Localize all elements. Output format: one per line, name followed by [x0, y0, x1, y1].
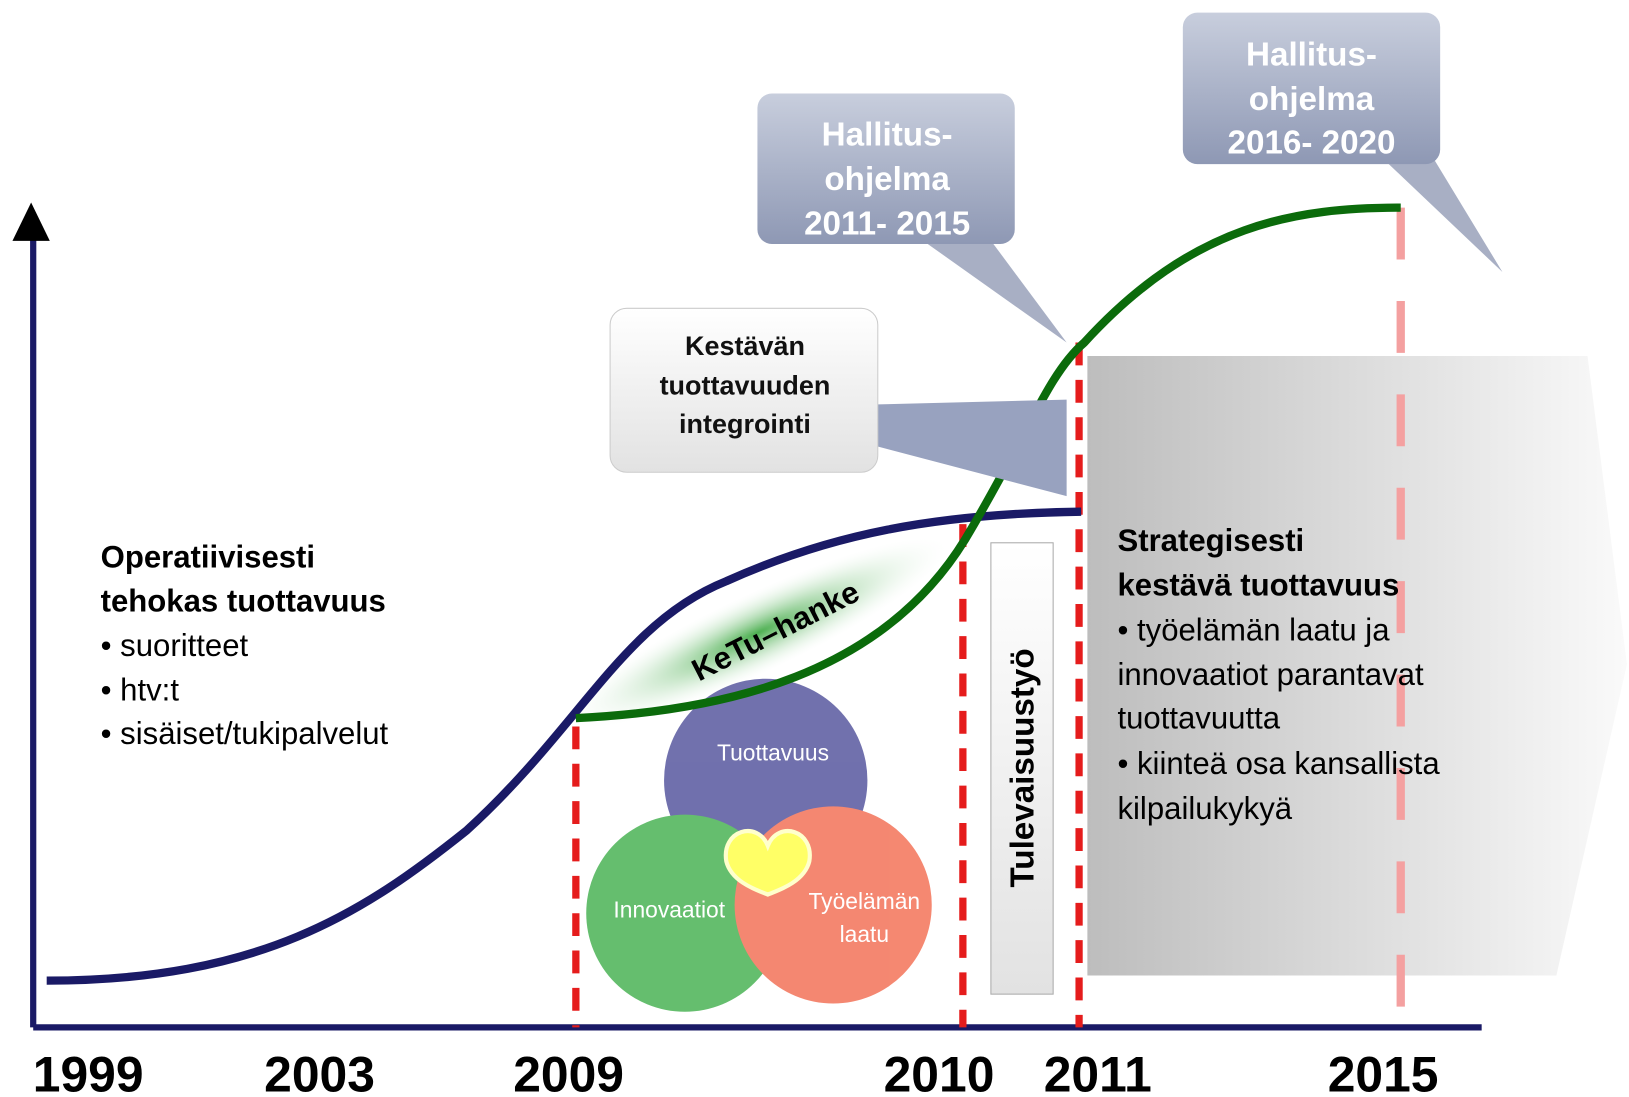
callout-text: Hallitus-	[1246, 37, 1377, 74]
right-line: • työelämän laatu ja	[1117, 612, 1390, 647]
right-line: kilpailukykyä	[1117, 791, 1292, 826]
operative-curve	[46, 507, 1082, 985]
callout-text: tuottavuuden	[660, 370, 831, 400]
callout-text: ohjelma	[824, 161, 950, 198]
callout-text: Kestävän	[685, 331, 805, 361]
callout-tail	[913, 233, 1067, 343]
left-bullet: • suoritteet	[101, 628, 249, 663]
year-label: 2010	[884, 1047, 995, 1097]
venn-label: Työelämän	[809, 888, 921, 914]
callout	[1182, 12, 1441, 165]
right-heading: kestävä tuottavuus	[1117, 568, 1399, 603]
future-label: Tulevaisuustyö	[1004, 648, 1041, 887]
venn-label: Innovaatiot	[613, 896, 725, 922]
year-label: 2009	[513, 1047, 624, 1097]
callout-text: 2011- 2015	[804, 206, 970, 243]
year-label: 2011	[1044, 1047, 1152, 1097]
year-label: 1999	[33, 1047, 144, 1097]
left-bullet: • htv:t	[101, 673, 180, 708]
venn-label: laatu	[840, 921, 889, 947]
left-heading: tehokas tuottavuus	[101, 583, 386, 618]
callout-text: 2016- 2020	[1228, 125, 1396, 162]
callout	[757, 93, 1015, 244]
y-arrow	[12, 202, 50, 241]
callout-tail	[861, 399, 1067, 497]
ketu-band	[568, 538, 947, 728]
year-label: 2015	[1328, 1047, 1439, 1097]
right-heading: Strategisesti	[1117, 523, 1304, 558]
callout-text: Hallitus-	[822, 116, 953, 153]
right-line: innovaatiot parantavat	[1117, 657, 1423, 692]
callout-text: integrointi	[679, 409, 811, 439]
callout-text: ohjelma	[1249, 81, 1375, 118]
left-bullet: • sisäiset/tukipalvelut	[101, 716, 389, 751]
callout	[609, 307, 879, 473]
year-label: 2003	[264, 1047, 375, 1097]
venn-label: Tuottavuus	[717, 740, 829, 766]
right-line: tuottavuutta	[1117, 701, 1280, 736]
future-box	[990, 542, 1054, 995]
future-arrow	[1087, 356, 1627, 976]
heart	[723, 829, 812, 897]
right-line: • kiinteä osa kansallista	[1117, 746, 1440, 781]
left-heading: Operatiivisesti	[101, 540, 315, 575]
